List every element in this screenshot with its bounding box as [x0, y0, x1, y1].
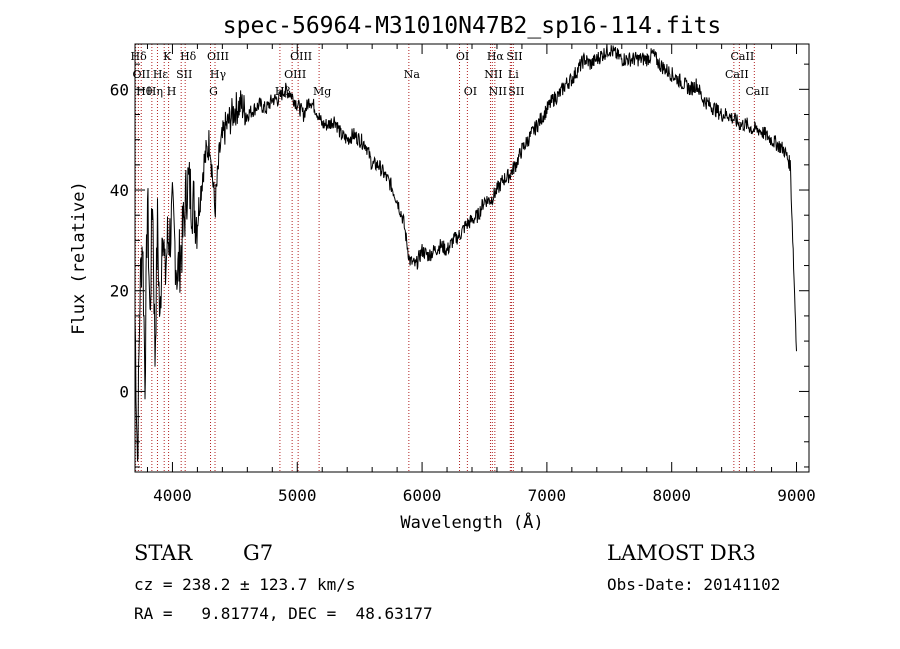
emission-line-label: Mg [313, 85, 331, 98]
emission-line-label: OIII [284, 68, 306, 81]
x-tick-label: 6000 [403, 486, 442, 505]
emission-line-label: Hε [153, 68, 169, 81]
spectrum-series [134, 43, 797, 462]
emission-line-label: SII [176, 68, 192, 81]
emission-line-label: Na [404, 68, 421, 81]
emission-line-label: OI [464, 85, 477, 98]
y-tick-label: 60 [110, 80, 129, 99]
emission-line-label: NII [489, 85, 507, 98]
emission-line-label: OIII [290, 50, 312, 63]
emission-line-label: Hη [147, 85, 163, 98]
emission-line-label: K [163, 50, 172, 63]
x-tick-label: 7000 [528, 486, 567, 505]
emission-line-label: Li [508, 68, 519, 81]
x-tick-label: 9000 [777, 486, 816, 505]
y-tick-label: 20 [110, 282, 129, 301]
y-axis-label: Flux (relative) [69, 181, 89, 335]
x-tick-label: 5000 [278, 486, 317, 505]
emission-line-label: Hδ [180, 50, 197, 63]
emission-line-label: NII [484, 68, 502, 81]
emission-line-label: Hα [487, 50, 505, 63]
emission-line-label: CaII [745, 85, 769, 98]
x-axis-label: Wavelength (Å) [400, 511, 543, 533]
emission-line-label: H [167, 85, 177, 98]
axis-ticks [135, 44, 809, 472]
emission-line-label: SII [508, 85, 524, 98]
object-class: STAR [134, 541, 193, 565]
emission-line-label: OI [456, 50, 469, 63]
y-tick-label: 0 [119, 382, 129, 401]
survey-name: LAMOST DR3 [607, 541, 756, 565]
axis-tick-labels: 4000 5000 6000 7000 8000 9000 0 20 40 60 [110, 80, 816, 505]
x-tick-label: 8000 [652, 486, 691, 505]
y-tick-label: 40 [110, 181, 129, 200]
x-tick-label: 4000 [153, 486, 192, 505]
emission-line-label: Hθ [136, 85, 153, 98]
emission-line-label: G [209, 85, 218, 98]
emission-line-label: CaII [725, 68, 749, 81]
emission-line-label: Hγ [210, 68, 227, 81]
chart-title: spec-56964-M31010N47B2_sp16-114.fits [223, 13, 722, 39]
emission-line-label: CaII [731, 50, 755, 63]
emission-line-label: SII [506, 50, 522, 63]
object-subclass: G7 [243, 541, 273, 565]
observation-date: Obs-Date: 20141102 [607, 575, 780, 594]
emission-line-labels: HδOIIHθHηHεKHSIIHδGOIIIHγHβOIIIOIIIMgNaO… [131, 50, 770, 98]
redshift-readout: cz = 238.2 ± 123.7 km/s [134, 575, 356, 594]
coordinates-readout: RA = 9.81774, DEC = 48.63177 [134, 604, 433, 623]
emission-line-label: Hδ [131, 50, 148, 63]
emission-lines [135, 44, 755, 472]
emission-line-label: OII [133, 68, 151, 81]
emission-line-label: OIII [207, 50, 229, 63]
